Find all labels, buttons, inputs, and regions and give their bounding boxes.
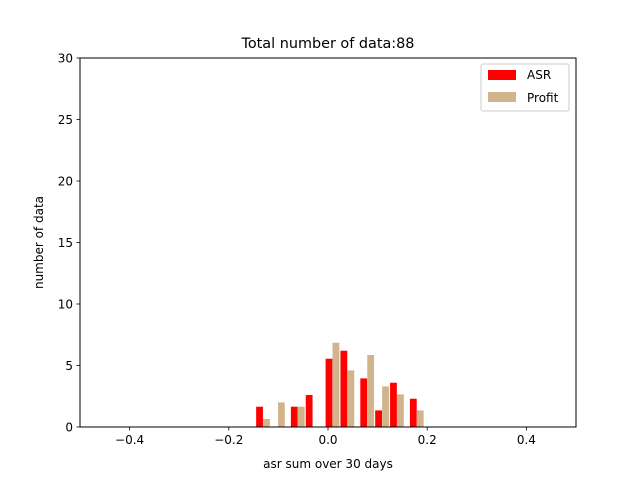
x-tick-label: −0.2 [214,433,243,447]
bar-asr-0 [256,406,263,427]
chart-title: Total number of data:88 [241,36,415,52]
x-tick-label: 0.4 [517,433,536,447]
bar-asr-7 [390,382,397,427]
legend-label-profit: Profit [527,91,559,105]
bar-profit-6 [382,386,389,427]
legend-swatch-asr [488,70,516,80]
bar-profit-7 [397,394,404,427]
bar-profit-8 [416,410,424,427]
bar-profit-1 [277,402,285,427]
bar-asr-3 [325,358,333,427]
y-tick-label: 5 [65,359,73,373]
y-tick-label: 10 [58,297,73,311]
y-tick-label: 20 [58,174,73,188]
y-tick-label: 25 [58,113,73,127]
legend-swatch-profit [488,92,516,102]
y-tick-label: 15 [58,236,73,250]
x-tick-label: 0.2 [418,433,437,447]
bar-asr-8 [409,398,417,427]
plot-frame [79,57,577,428]
bar-asr-2 [305,395,313,427]
bar-profit-5 [367,355,375,427]
bar-profit-4 [347,370,355,427]
y-tick-label: 0 [65,420,73,434]
legend: ASR Profit [480,63,570,112]
bar-asr-5 [360,378,368,427]
x-axis-ticks: −0.4 −0.2 0.0 0.2 0.4 [115,427,536,447]
bars-layer [256,342,424,427]
bar-asr-6 [375,410,382,427]
bar-profit-2 [297,406,305,427]
bar-profit-0 [263,419,270,427]
x-tick-label: −0.4 [115,433,144,447]
y-axis-label: number of data [32,196,46,289]
x-axis-label: asr sum over 30 days [263,457,393,471]
y-axis-ticks: 0 5 10 15 20 25 30 [58,51,80,434]
legend-label-asr: ASR [527,68,551,82]
y-tick-label: 30 [58,51,73,65]
bar-asr-4 [340,350,348,427]
bar-asr-1 [290,406,298,427]
x-tick-label: 0.0 [318,433,337,447]
bar-profit-3 [332,342,340,427]
